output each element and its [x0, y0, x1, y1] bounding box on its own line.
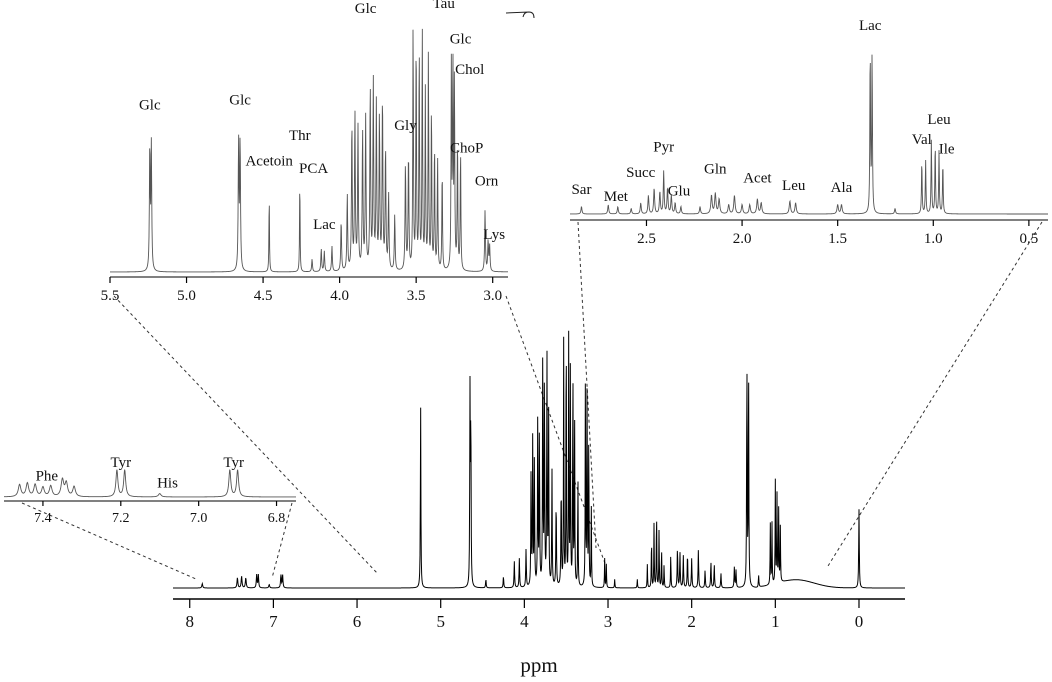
- connector-aromatic-left: [21, 502, 197, 580]
- inset_mid-tick-label: 5.5: [101, 288, 120, 304]
- glc-bracket: [505, 11, 535, 19]
- peak-label: Thr: [289, 128, 311, 144]
- main-tick-label: 2: [687, 612, 696, 631]
- inset-mid-x-ticks: 5.5 5.0 4.5 4.0 3.5 3.0: [101, 277, 502, 304]
- main-tick-label: 8: [185, 612, 194, 631]
- peak-label: Lac: [859, 18, 882, 34]
- main-x-axis-label: ppm: [520, 653, 557, 677]
- inset-aliphatic-region: 2.5 2.0 1.5 1.0 0.5 Sar Met Succ Pyr Glu Gln Acet L…: [570, 18, 1048, 247]
- peak-label: Phe: [36, 468, 59, 484]
- inset_aromatic-tick-label: 6.8: [268, 511, 286, 526]
- zoom-connector-lines: [21, 221, 1043, 580]
- peak-label: PCA: [299, 161, 328, 177]
- peak-label: Gln: [704, 162, 727, 178]
- peak-label: Tyr: [223, 455, 244, 471]
- inset-aromatic-region: 7.4 7.2 7.0 6.8 Phe Tyr His Tyr: [3, 455, 296, 526]
- main-tick-label: 7: [269, 612, 278, 631]
- inset-aromatic-peak-labels: Phe Tyr His Tyr: [36, 455, 244, 492]
- peak-label: Acet: [743, 171, 772, 187]
- connector-mid-left: [113, 295, 379, 575]
- peak-label: Tau: [433, 0, 456, 12]
- peak-label: Glc: [229, 92, 251, 108]
- peak-label: Leu: [782, 178, 806, 194]
- peak-label: Gly: [394, 118, 417, 134]
- connector-aromatic-right: [271, 502, 293, 579]
- peak-label: Acetoin: [245, 153, 293, 169]
- peak-label: Glc: [139, 97, 161, 113]
- inset-aliphatic-trace: [570, 54, 1048, 215]
- main-tick-label: 1: [771, 612, 780, 631]
- peak-label: Val: [912, 132, 932, 148]
- inset_mid-tick-label: 4.0: [330, 288, 349, 304]
- peak-label: ChoP: [450, 141, 483, 157]
- main-tick-label: 5: [436, 612, 445, 631]
- main-tick-label: 3: [604, 612, 613, 631]
- peak-label: Ala: [831, 180, 853, 196]
- inset_mid-tick-label: 3.5: [407, 288, 426, 304]
- peak-label: Pyr: [653, 139, 674, 155]
- inset_mid-tick-label: 3.0: [483, 288, 502, 304]
- peak-label: Glc: [450, 31, 472, 47]
- inset_aromatic-tick-label: 7.0: [190, 511, 208, 526]
- inset_aliphatic-tick-label: 0.5: [1020, 231, 1039, 247]
- inset_mid-tick-label: 5.0: [177, 288, 196, 304]
- inset_aromatic-tick-label: 7.2: [112, 511, 130, 526]
- peak-label: Glu: [668, 184, 691, 200]
- inset_aliphatic-tick-label: 2.0: [733, 231, 752, 247]
- main-tick-label: 6: [353, 612, 362, 631]
- inset-aliphatic-x-ticks: 2.5 2.0 1.5 1.0 0.5: [637, 220, 1038, 247]
- main-tick-label: 4: [520, 612, 529, 631]
- main-spectrum: 8 7 6 5 4 3 2 1 0 ppm: [173, 330, 905, 677]
- peak-label: Sar: [571, 182, 591, 198]
- inset_aliphatic-tick-label: 1.0: [924, 231, 943, 247]
- inset_aliphatic-tick-label: 2.5: [637, 231, 656, 247]
- peak-label: Met: [604, 189, 629, 205]
- peak-label: Succ: [626, 165, 656, 181]
- inset-mid-region: 5.5 5.0 4.5 4.0 3.5 3.0 Glc Glc Acetoin Thr PCA La…: [101, 0, 535, 304]
- peak-label: Leu: [927, 112, 951, 128]
- peak-label: His: [157, 476, 178, 492]
- peak-label: Ile: [939, 141, 955, 157]
- inset-mid-peak-labels: GlcGlcAcetoinThrPCALacGlcGlyGlcMeOHTauGl…: [139, 0, 505, 243]
- inset-aliphatic-peak-labels: Sar Met Succ Pyr Glu Gln Acet Leu Ala Lac Val Leu Il…: [571, 18, 954, 205]
- main-spectrum-trace: [173, 330, 905, 589]
- main-x-ticks: 8 7 6 5 4 3 2 1 0: [185, 599, 863, 631]
- peak-label: Lys: [483, 227, 505, 243]
- inset-aromatic-trace: [3, 469, 296, 498]
- inset_mid-tick-label: 4.5: [254, 288, 273, 304]
- connector-aliphatic-left: [577, 221, 597, 549]
- connector-aliphatic-right: [827, 221, 1043, 567]
- peak-label: Orn: [475, 174, 499, 190]
- peak-label: Glc: [355, 1, 377, 17]
- peak-label: Chol: [455, 62, 484, 78]
- inset-mid-trace: [110, 28, 508, 273]
- peak-label: Tyr: [110, 455, 131, 471]
- main-tick-label: 0: [855, 612, 864, 631]
- inset_aromatic-tick-label: 7.4: [34, 511, 52, 526]
- inset-aromatic-x-ticks: 7.4 7.2 7.0 6.8: [34, 501, 285, 526]
- inset_aliphatic-tick-label: 1.5: [828, 231, 847, 247]
- peak-label: Lac: [313, 217, 336, 233]
